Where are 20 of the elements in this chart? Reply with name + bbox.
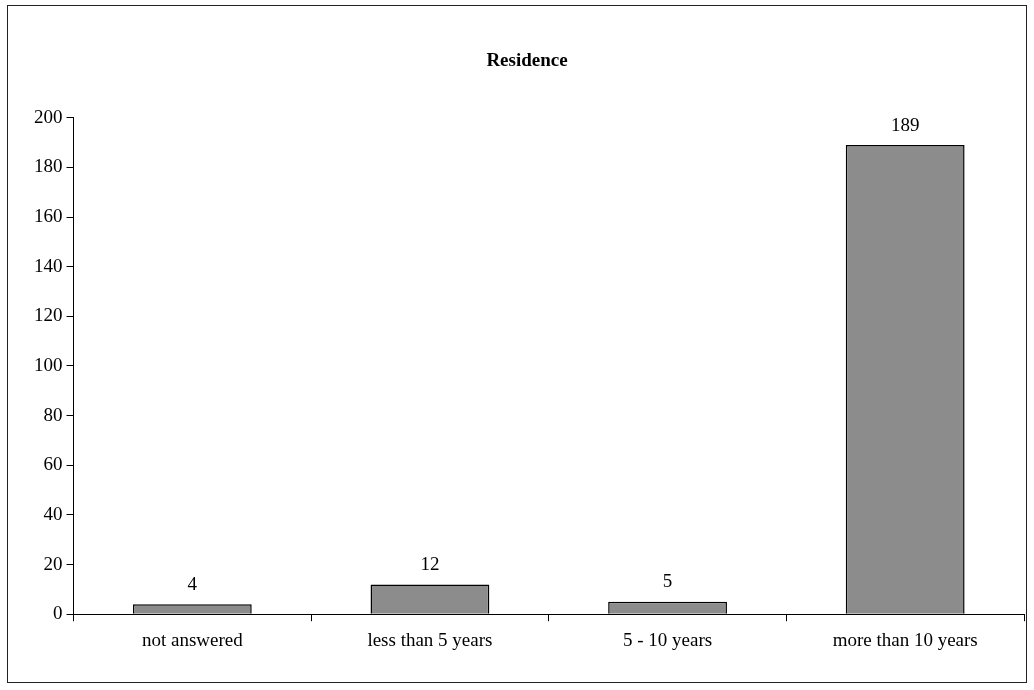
data-label: 5 [662, 570, 673, 592]
y-tick-label: 140 [34, 254, 63, 276]
data-label: 12 [420, 552, 440, 574]
y-tick-label: 100 [34, 353, 63, 375]
y-tick-label: 120 [34, 304, 63, 326]
data-label: 189 [890, 113, 920, 135]
y-tick-label: 180 [34, 155, 63, 177]
x-tick-label: 5 - 10 years [622, 628, 713, 650]
y-tick-label: 80 [43, 403, 63, 425]
x-tick-label: less than 5 years [367, 628, 493, 650]
y-tick-label: 200 [34, 105, 63, 127]
y-tick-label: 0 [53, 602, 63, 624]
y-tick-label: 160 [34, 205, 63, 227]
x-tick-label: not answered [141, 628, 244, 650]
y-tick-label: 60 [43, 453, 63, 475]
y-tick-label: 20 [43, 552, 63, 574]
x-tick-label: more than 10 years [832, 628, 978, 650]
chart-title: Residence [486, 49, 568, 71]
data-label: 4 [187, 572, 198, 594]
y-tick-label: 40 [43, 502, 63, 524]
